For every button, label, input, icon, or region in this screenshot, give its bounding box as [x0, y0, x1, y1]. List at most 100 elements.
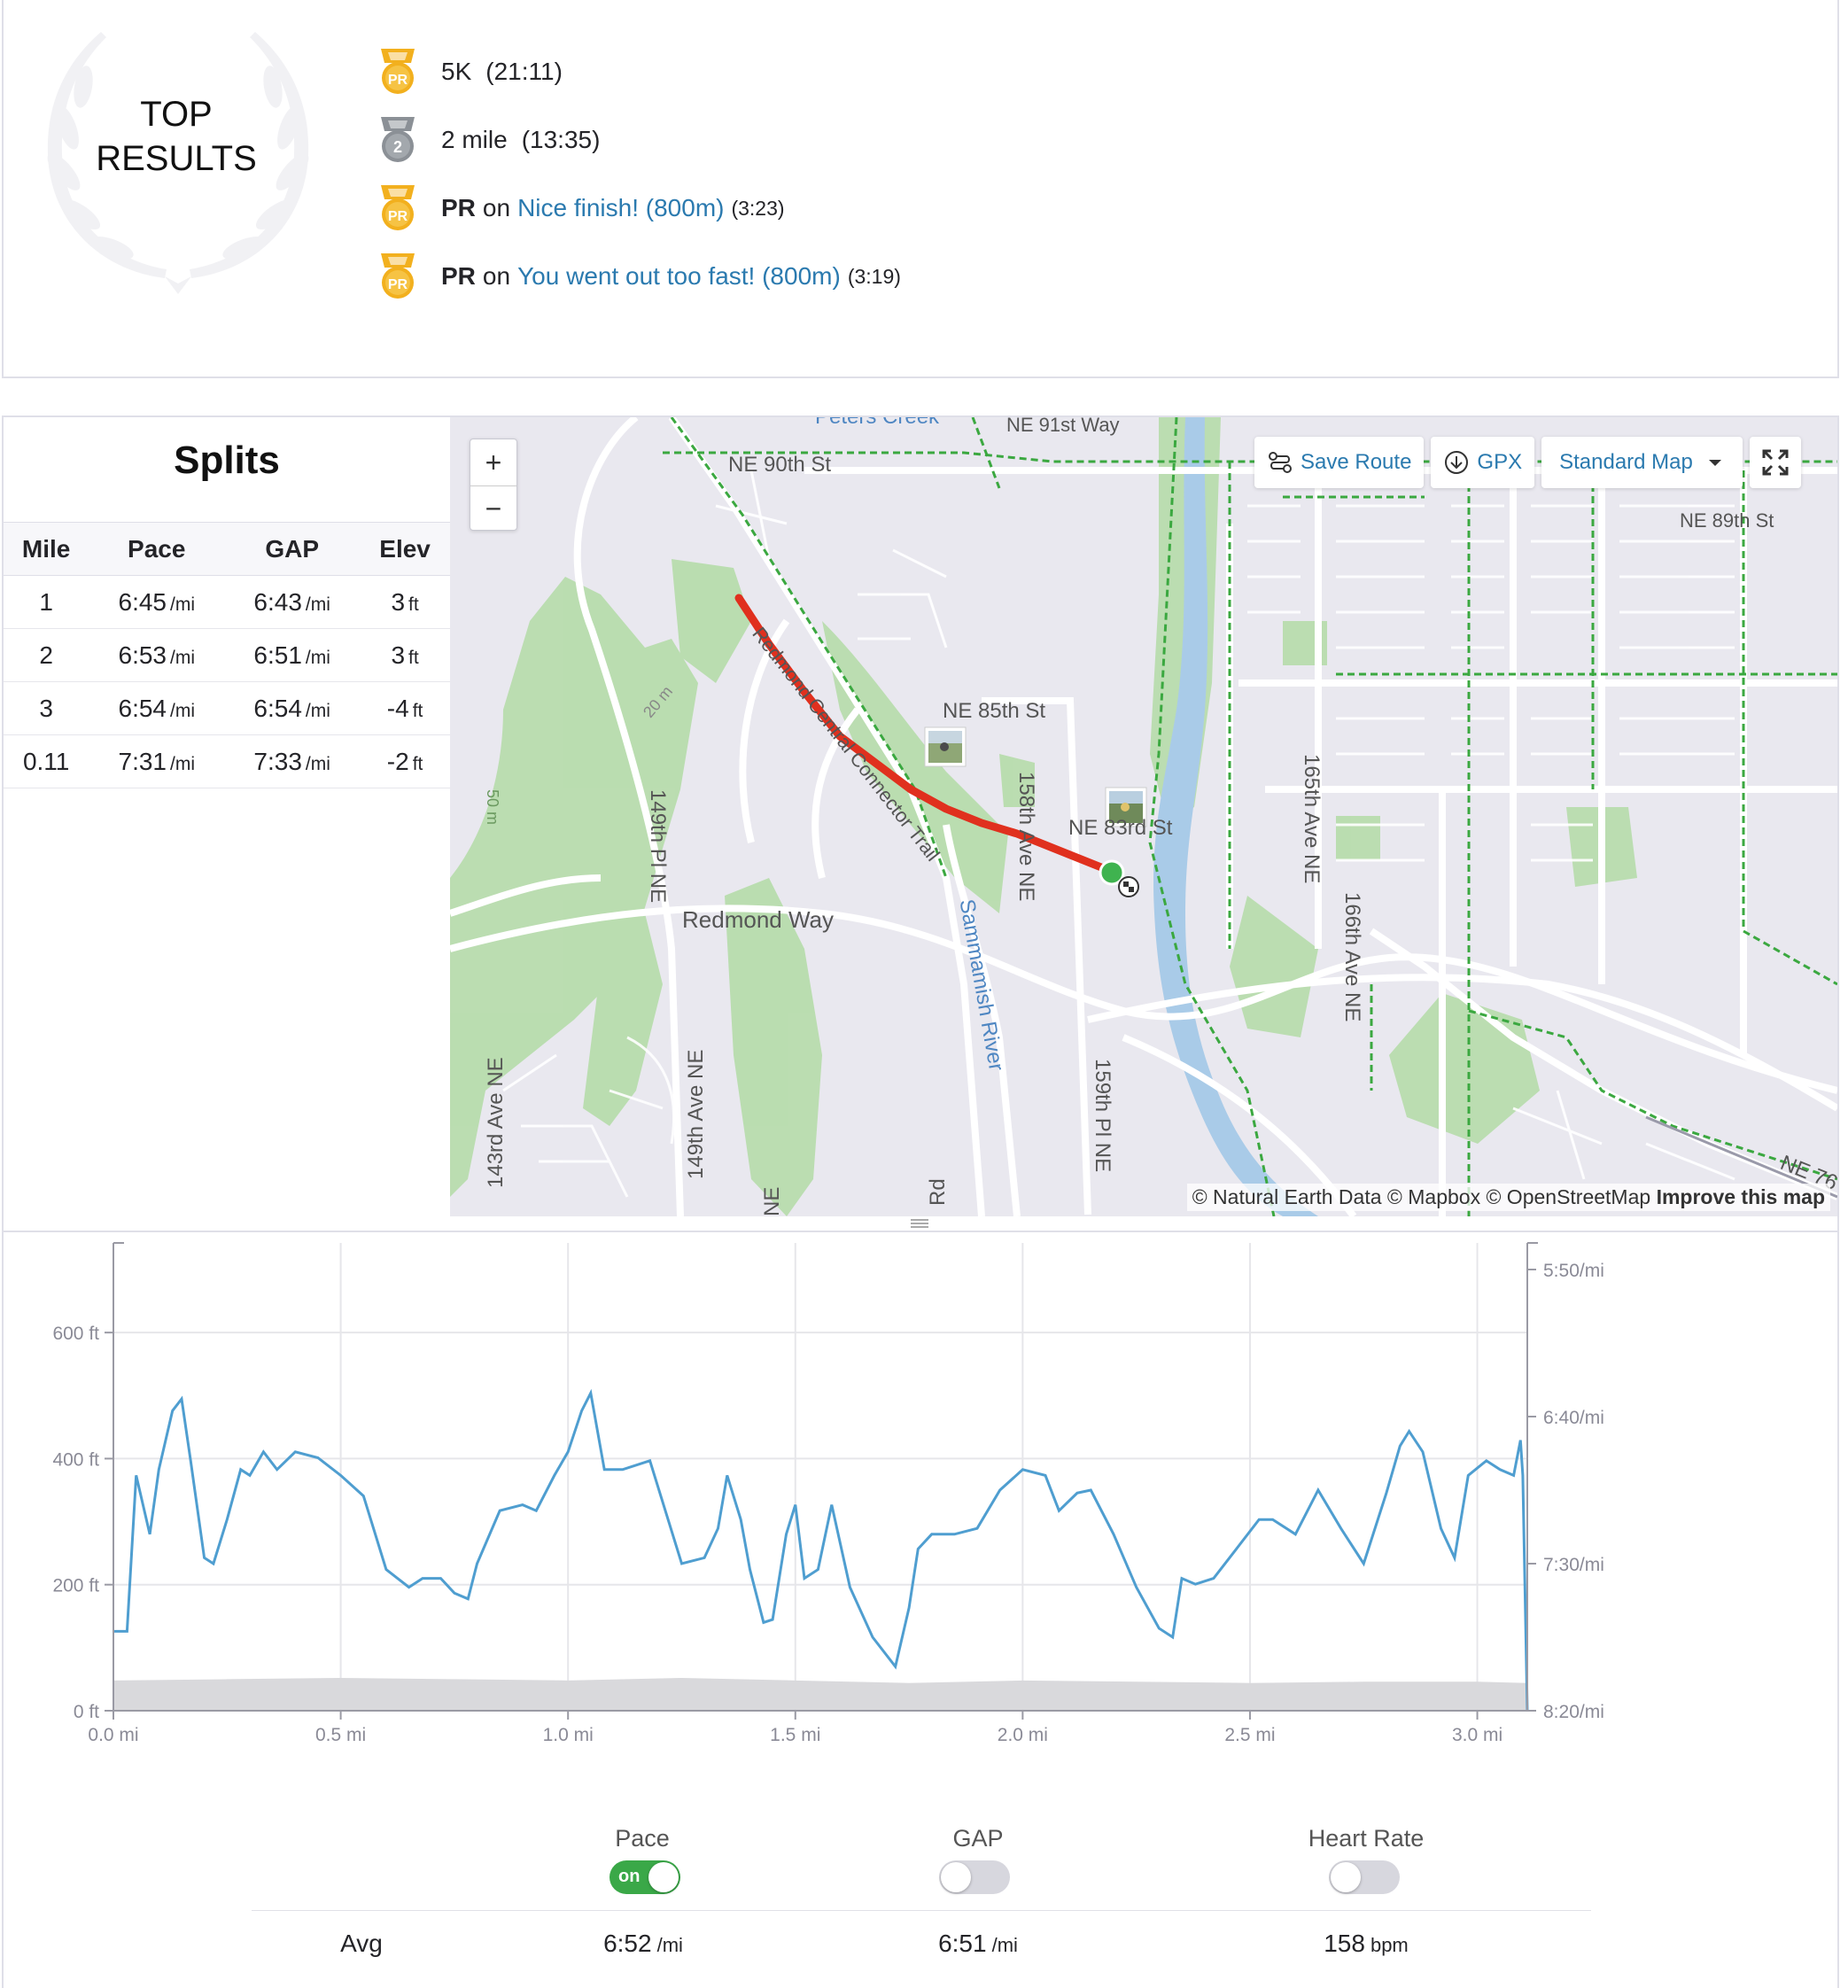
achievement-time: (21:11) — [485, 58, 563, 85]
left-tick-label: 600 ft — [52, 1324, 99, 1344]
gap-toggle-label: GAP — [952, 1825, 1004, 1852]
pr-medal-icon: PR — [381, 253, 415, 299]
column-header-gap: GAP — [224, 522, 361, 576]
split-pace-value: 6:45 — [118, 587, 167, 616]
achievement-item: PR 5K (21:11) — [376, 45, 563, 98]
split-gap: 6:51/mi — [224, 628, 361, 682]
laurel-wreath-icon — [47, 32, 309, 294]
pace-toggle[interactable]: on — [610, 1860, 680, 1894]
split-gap-unit: /mi — [305, 753, 330, 774]
top-results-title: TOP RESULTS — [57, 92, 296, 181]
right-tick-label: 6:40/mi — [1543, 1408, 1604, 1428]
segment-link[interactable]: Nice finish! (800m) — [517, 194, 725, 221]
pr-medal-icon: PR — [381, 185, 415, 230]
start-marker[interactable] — [1099, 859, 1125, 886]
split-pace: 6:45/mi — [89, 575, 225, 629]
splits-panel: Splits Mile Pace GAP Elev 1 6:45/mi 6:43… — [4, 417, 450, 1216]
map-label-159th-pl: 159th Pl NE — [1091, 1059, 1114, 1173]
split-mile: 3 — [4, 681, 89, 735]
left-tick-label: 200 ft — [52, 1576, 99, 1596]
right-tick-label: 7:30/mi — [1543, 1555, 1604, 1575]
split-pace-unit: /mi — [170, 647, 195, 668]
map-label-rd-stub: Rd — [926, 1178, 950, 1206]
pr-medal-text: PR — [388, 209, 408, 224]
split-row[interactable]: 3 6:54/mi 6:54/mi -4 ft — [4, 681, 450, 735]
avg-hr-value: 158 — [1324, 1930, 1365, 1957]
resize-handle-icon[interactable] — [909, 1215, 930, 1230]
map-label-149th-pl: 149th Pl NE — [646, 789, 670, 904]
pr-medal-text: PR — [388, 277, 408, 292]
split-row[interactable]: 1 6:45/mi 6:43/mi 3 ft — [4, 575, 450, 629]
split-gap-value: 6:54 — [253, 694, 302, 722]
split-pace: 6:53/mi — [89, 628, 225, 682]
top-results-card: TOP RESULTS PR 5K (21:11) 2 2 mile (13:3… — [2, 0, 1839, 378]
splits-map-panel: Splits Mile Pace GAP Elev 1 6:45/mi 6:43… — [2, 415, 1839, 1232]
split-gap-value: 6:51 — [253, 641, 302, 669]
save-route-label: Save Route — [1301, 450, 1412, 474]
splits-header-row: Mile Pace GAP Elev — [4, 522, 450, 576]
pace-axis-ticks: 5:50/mi 6:40/mi 7:30/mi 8:20/mi — [1527, 1261, 1604, 1722]
map-label-143rd-ave: 143rd Ave NE — [484, 1057, 508, 1188]
right-tick-label: 5:50/mi — [1543, 1261, 1604, 1281]
heart-rate-toggle[interactable] — [1329, 1860, 1400, 1894]
split-row[interactable]: 2 6:53/mi 6:51/mi 3 ft — [4, 628, 450, 682]
save-route-button[interactable]: Save Route — [1254, 437, 1425, 488]
split-elev-unit: ft — [408, 594, 419, 615]
improve-map-link[interactable]: Improve this map — [1656, 1185, 1825, 1208]
split-gap: 6:43/mi — [224, 575, 361, 629]
photo-thumbnail[interactable] — [1105, 787, 1147, 827]
pace-elevation-chart[interactable]: 600 ft 400 ft 200 ft 0 ft 5:50/mi 6:40/mi 7:3… — [4, 1232, 1841, 1755]
route-line[interactable] — [734, 594, 1114, 875]
stats-divider — [252, 1910, 1591, 1911]
split-gap-unit: /mi — [305, 594, 330, 615]
avg-pace: 6:52/mi — [537, 1930, 749, 1958]
map-label-50m: 50 m — [484, 789, 501, 826]
map-type-dropdown[interactable]: Standard Map — [1541, 437, 1743, 488]
x-tick-label: 0.0 mi — [88, 1725, 138, 1745]
map-canvas[interactable] — [450, 417, 1837, 1216]
split-pace-value: 6:54 — [118, 694, 167, 722]
x-tick-label: 3.0 mi — [1452, 1725, 1502, 1745]
splits-title: Splits — [174, 439, 280, 482]
left-tick-label: 0 ft — [74, 1702, 99, 1722]
second-medal-text: 2 — [393, 138, 402, 156]
gpx-download-button[interactable]: GPX — [1431, 437, 1535, 488]
analysis-chart-panel: 600 ft 400 ft 200 ft 0 ft 5:50/mi 6:40/mi 7:3… — [2, 1232, 1839, 1988]
map-label-ne91: NE 91st Way — [1006, 417, 1120, 436]
zoom-in-button[interactable]: + — [485, 446, 502, 478]
avg-gap-unit: /mi — [991, 1934, 1018, 1956]
map-label-ne90: NE 90th St — [728, 453, 832, 477]
trails — [663, 417, 1837, 1216]
split-pace-unit: /mi — [170, 753, 195, 774]
segment-link[interactable]: You went out too fast! (800m) — [517, 262, 841, 290]
split-gap-value: 6:43 — [253, 587, 302, 616]
column-header-mile: Mile — [4, 522, 89, 576]
route-map[interactable]: NE 90th St NE 91st Way Peters Creek NE 8… — [450, 417, 1837, 1216]
distance-axis-ticks: 0.0 mi 0.5 mi 1.0 mi 1.5 mi 2.0 mi 2.5 mi 3.0 … — [88, 1711, 1502, 1745]
finish-flag-icon[interactable] — [1118, 876, 1139, 897]
column-header-elev: Elev — [360, 522, 450, 576]
avg-hr-unit: bpm — [1370, 1934, 1409, 1956]
splits-table: Mile Pace GAP Elev 1 6:45/mi 6:43/mi 3 ft… — [4, 522, 450, 788]
fullscreen-button[interactable] — [1749, 437, 1801, 488]
photo-thumbnail[interactable] — [924, 726, 967, 767]
split-row[interactable]: 0.11 7:31/mi 7:33/mi -2 ft — [4, 734, 450, 788]
split-gap-value: 7:33 — [253, 747, 302, 775]
achievement-on-text: on — [482, 262, 511, 290]
map-toolbar: Save Route GPX Standard Map — [1254, 437, 1801, 488]
chart-axes — [113, 1242, 1538, 1712]
achievement-on-text: on — [482, 194, 511, 221]
x-tick-label: 1.0 mi — [543, 1725, 594, 1745]
pr-medal-icon: PR — [381, 49, 415, 94]
zoom-out-button[interactable]: − — [470, 485, 516, 532]
achievement-time: (3:19) — [847, 264, 901, 288]
pr-medal-text: PR — [388, 73, 408, 88]
map-label-166th-ave: 166th Ave NE — [1340, 892, 1364, 1022]
toggle-knob — [941, 1862, 971, 1892]
chart-grid — [113, 1243, 1527, 1711]
map-label-158th-ave: 158th Ave NE — [1014, 772, 1038, 902]
split-elev-value: -4 — [386, 694, 409, 722]
avg-heart-rate: 158 bpm — [1260, 1930, 1472, 1958]
gap-toggle[interactable] — [939, 1860, 1010, 1894]
map-label-creek: Peters Creek — [815, 417, 939, 430]
